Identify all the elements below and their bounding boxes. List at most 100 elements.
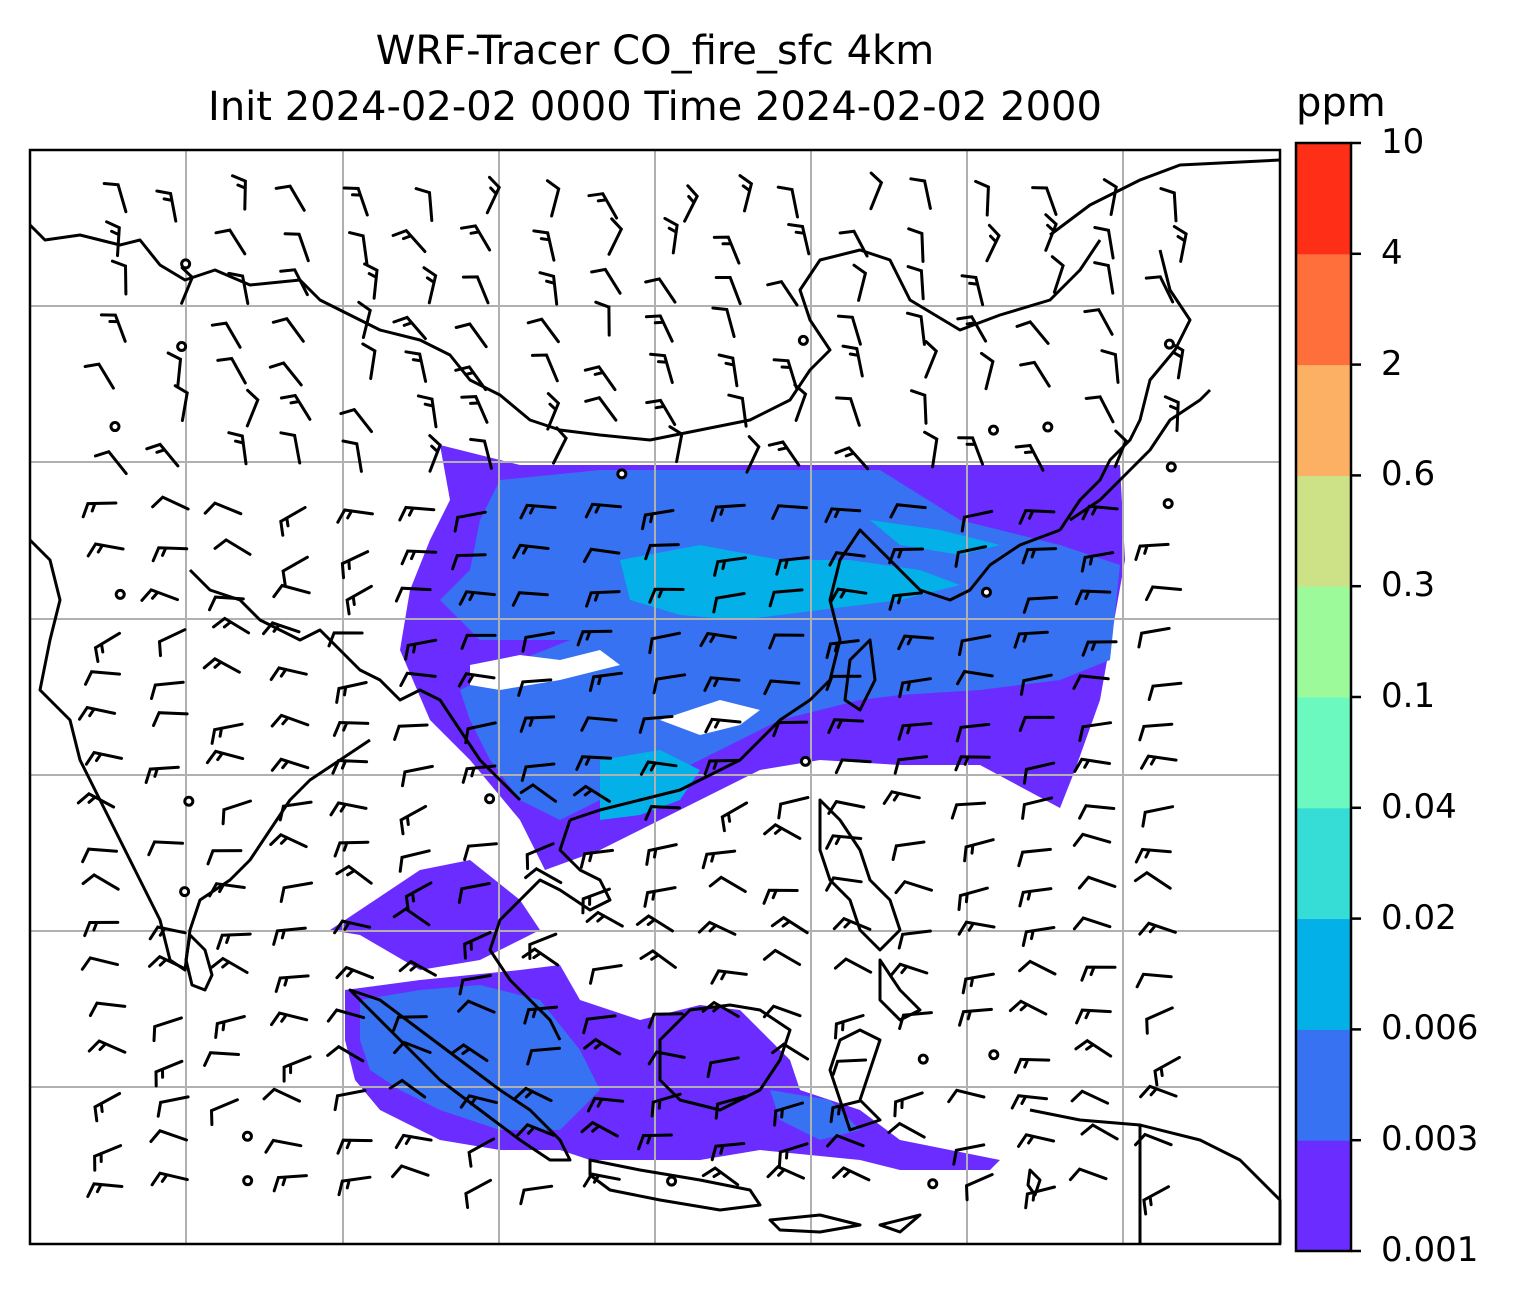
wind-barb bbox=[717, 353, 739, 388]
wind-barb bbox=[589, 964, 623, 985]
wind-barb bbox=[711, 306, 736, 338]
wind-barb bbox=[538, 271, 559, 306]
wind-barb bbox=[1010, 1094, 1048, 1110]
wind-barb bbox=[93, 631, 121, 663]
colorbar-segment bbox=[1296, 253, 1351, 366]
wind-barb bbox=[960, 274, 985, 307]
wind-barb bbox=[1093, 261, 1115, 295]
wind-barb bbox=[1015, 320, 1050, 345]
wind-barb bbox=[713, 556, 747, 577]
wind-barb bbox=[1153, 1055, 1181, 1087]
wind-barb bbox=[960, 509, 994, 533]
calm-wind-marker bbox=[1042, 421, 1054, 433]
map-frame bbox=[28, 148, 1282, 1246]
wind-barb bbox=[454, 365, 488, 392]
wind-barb bbox=[326, 1008, 366, 1023]
wind-barb bbox=[155, 189, 178, 223]
wind-barb bbox=[453, 510, 487, 533]
wind-barb bbox=[583, 1037, 622, 1056]
wind-barb bbox=[1139, 1084, 1178, 1099]
wind-barb bbox=[404, 350, 428, 383]
colorbar-tick-label: 0.3 bbox=[1381, 565, 1436, 606]
wind-barb bbox=[825, 876, 863, 892]
wind-barb bbox=[889, 503, 927, 519]
wind-barb bbox=[1018, 959, 1057, 976]
wind-barb bbox=[768, 633, 805, 650]
wind-barb bbox=[336, 1138, 373, 1155]
wind-barb bbox=[216, 932, 252, 950]
calm-wind-marker bbox=[180, 258, 192, 270]
wind-barb bbox=[882, 790, 921, 805]
wind-barb bbox=[545, 179, 561, 218]
wind-barb bbox=[511, 591, 549, 607]
wind-barb bbox=[212, 616, 251, 635]
calm-wind-marker bbox=[1163, 338, 1175, 350]
calm-wind-marker bbox=[484, 793, 496, 805]
wind-barb bbox=[272, 583, 311, 599]
calm-wind-marker bbox=[114, 588, 126, 600]
wind-barb bbox=[964, 1173, 994, 1202]
wind-barb bbox=[271, 316, 305, 343]
wind-barb bbox=[1081, 640, 1118, 657]
calm-wind-marker bbox=[917, 1053, 929, 1065]
wind-barb bbox=[81, 873, 120, 891]
colorbar-tick-label: 0.02 bbox=[1381, 897, 1457, 938]
wind-barb bbox=[329, 801, 368, 817]
wind-barb bbox=[762, 1004, 802, 1019]
wind-barb bbox=[889, 962, 929, 977]
wind-barb bbox=[278, 800, 313, 822]
wind-barb bbox=[404, 881, 433, 912]
wind-barb bbox=[463, 931, 492, 960]
wind-barb bbox=[335, 864, 373, 885]
wind-barb bbox=[231, 174, 247, 211]
wind-barb bbox=[202, 656, 241, 674]
plume-south-outer bbox=[330, 860, 540, 970]
wind-barb bbox=[829, 587, 868, 603]
wind-barb bbox=[641, 509, 675, 531]
wind-barbs bbox=[76, 171, 1188, 1216]
wind-barb bbox=[1080, 1123, 1119, 1141]
calm-wind-marker bbox=[799, 755, 811, 767]
wind-barb bbox=[704, 717, 742, 734]
wind-barb bbox=[348, 231, 369, 266]
calm-wind-marker bbox=[988, 1049, 1000, 1061]
wind-barb bbox=[87, 1039, 127, 1054]
wind-barb bbox=[532, 229, 556, 262]
wind-barb bbox=[460, 224, 492, 252]
wind-barb bbox=[81, 501, 118, 519]
wind-barb bbox=[643, 886, 677, 908]
wind-barb bbox=[837, 314, 862, 346]
wind-barb bbox=[394, 586, 432, 603]
colorbar-segment bbox=[1296, 1029, 1351, 1141]
wind-barb bbox=[683, 184, 700, 223]
wind-barb bbox=[416, 394, 438, 429]
wind-barb bbox=[585, 910, 624, 928]
wind-barb bbox=[827, 799, 866, 815]
wind-barb bbox=[1141, 805, 1175, 828]
wind-barb bbox=[392, 1015, 428, 1032]
wind-barb bbox=[78, 705, 117, 721]
wind-barb bbox=[897, 929, 932, 950]
wind-barb bbox=[521, 947, 560, 967]
wind-barb bbox=[639, 949, 677, 969]
wind-barb bbox=[272, 1174, 308, 1193]
wind-barb bbox=[270, 1011, 309, 1027]
wind-calm-circles bbox=[109, 258, 1177, 1190]
wind-barb bbox=[649, 352, 674, 384]
wind-barb bbox=[208, 595, 245, 612]
wind-barb bbox=[1142, 1185, 1170, 1216]
wind-barb bbox=[1134, 542, 1170, 561]
wind-barb bbox=[485, 175, 501, 215]
wind-barb bbox=[519, 783, 558, 803]
wind-barb bbox=[1074, 1038, 1113, 1058]
wind-barb bbox=[214, 1015, 246, 1039]
wind-barb bbox=[956, 315, 988, 343]
wind-barb bbox=[980, 351, 995, 391]
wind-barb bbox=[283, 232, 310, 263]
wind-barb bbox=[887, 1121, 926, 1139]
wind-barb bbox=[650, 1092, 682, 1118]
wind-barb bbox=[648, 587, 685, 604]
wind-barb bbox=[768, 588, 804, 608]
wind-barb bbox=[150, 1171, 189, 1187]
